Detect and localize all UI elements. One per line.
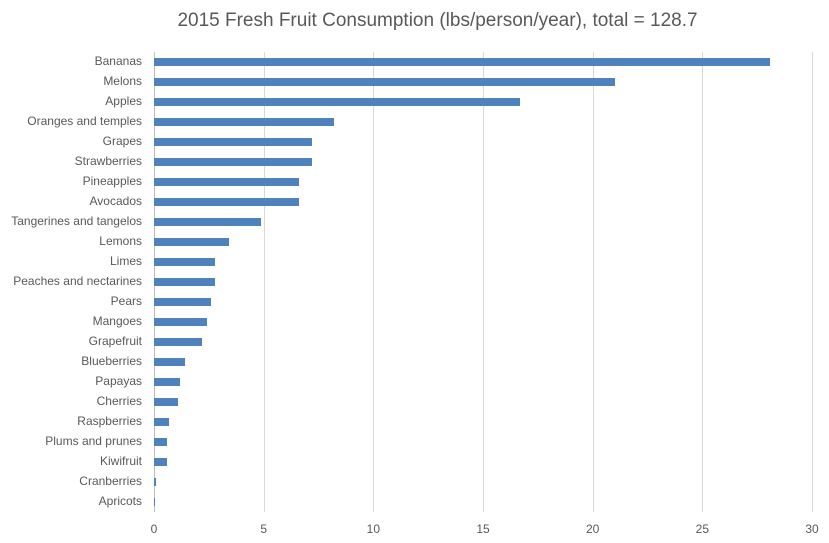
bar	[154, 218, 262, 226]
category-label: Pears	[110, 294, 142, 308]
bar-row: Raspberries	[0, 412, 812, 432]
bar-row: Cherries	[0, 392, 812, 412]
bar-row: Mangoes	[0, 312, 812, 332]
category-label: Peaches and nectarines	[13, 274, 142, 288]
chart-title: 2015 Fresh Fruit Consumption (lbs/person…	[177, 10, 698, 31]
category-label: Tangerines and tangelos	[11, 214, 142, 228]
bar	[154, 198, 299, 206]
category-label: Plums and prunes	[45, 434, 142, 448]
bar-row: Grapes	[0, 132, 812, 152]
bar	[154, 258, 216, 266]
category-label: Lemons	[99, 234, 142, 248]
bar-row: Apricots	[0, 492, 812, 512]
bar-row: Strawberries	[0, 152, 812, 172]
category-label: Oranges and temples	[27, 114, 142, 128]
bar-row: Blueberries	[0, 352, 812, 372]
bar	[154, 58, 771, 66]
bar-row: Oranges and temples	[0, 112, 812, 132]
x-tick-label: 30	[805, 522, 819, 536]
bar	[154, 438, 168, 446]
bar	[154, 278, 216, 286]
category-label: Melons	[103, 74, 142, 88]
category-label: Papayas	[95, 374, 142, 388]
bar	[154, 178, 299, 186]
plot-area: Bananas Melons Apples Oranges and temples Gr…	[11, 52, 813, 512]
bar	[154, 78, 615, 86]
x-tick-label: 15	[476, 522, 490, 536]
bar	[154, 498, 156, 506]
bar	[154, 118, 334, 126]
gridline	[483, 52, 484, 512]
category-label: Grapes	[102, 134, 142, 148]
bar-row: Limes	[0, 252, 812, 272]
bar-row: Grapefruit	[0, 332, 812, 352]
bar	[154, 158, 312, 166]
gridline	[263, 52, 265, 512]
bar-row: Bananas	[0, 52, 812, 72]
bar-row: Plums and prunes	[0, 432, 812, 452]
category-label: Blueberries	[81, 354, 142, 368]
bar	[154, 238, 229, 246]
bar	[154, 458, 168, 466]
gridline	[373, 52, 375, 512]
bar	[154, 138, 312, 146]
gridline	[812, 52, 813, 512]
x-tick-label: 20	[585, 522, 600, 536]
category-label: Grapefruit	[88, 334, 142, 348]
bar	[154, 338, 203, 346]
bar	[154, 98, 521, 106]
category-label: Bananas	[94, 54, 142, 68]
bar	[154, 358, 185, 366]
category-label: Avocados	[89, 194, 142, 208]
bar-row: Apples	[0, 92, 812, 112]
bar-row: Papayas	[0, 372, 812, 392]
category-label: Cranberries	[79, 474, 142, 488]
bar	[154, 298, 212, 306]
category-label: Kiwifruit	[99, 454, 142, 468]
bar-row: Peaches and nectarines	[0, 272, 812, 292]
gridline	[592, 52, 594, 512]
x-tick-label: 0	[150, 522, 158, 536]
bar	[154, 398, 179, 406]
category-label: Cherries	[96, 394, 142, 408]
bar	[154, 478, 157, 486]
bar-row: Cranberries	[0, 472, 812, 492]
category-label: Mangoes	[92, 314, 142, 328]
bar-row: Lemons	[0, 232, 812, 252]
category-label: Apples	[105, 94, 142, 108]
gridline	[702, 52, 704, 512]
category-label: Strawberries	[74, 154, 142, 168]
category-label: Pineapples	[82, 174, 142, 188]
bar-row: Pineapples	[0, 172, 812, 192]
bar-row: Pears	[0, 292, 812, 312]
x-tick-label: 5	[260, 522, 267, 536]
bar-row: Tangerines and tangelos	[0, 212, 812, 232]
bar-row: Avocados	[0, 192, 812, 212]
bar-row: Kiwifruit	[0, 452, 812, 472]
category-label: Raspberries	[77, 414, 142, 428]
x-tick-label: 25	[695, 522, 710, 536]
bar	[154, 418, 170, 426]
bar	[154, 378, 181, 386]
category-label: Apricots	[98, 494, 142, 508]
bar	[154, 318, 207, 326]
bar-row: Melons	[0, 72, 812, 92]
category-label: Limes	[109, 254, 142, 268]
x-tick-label: 10	[366, 522, 381, 536]
